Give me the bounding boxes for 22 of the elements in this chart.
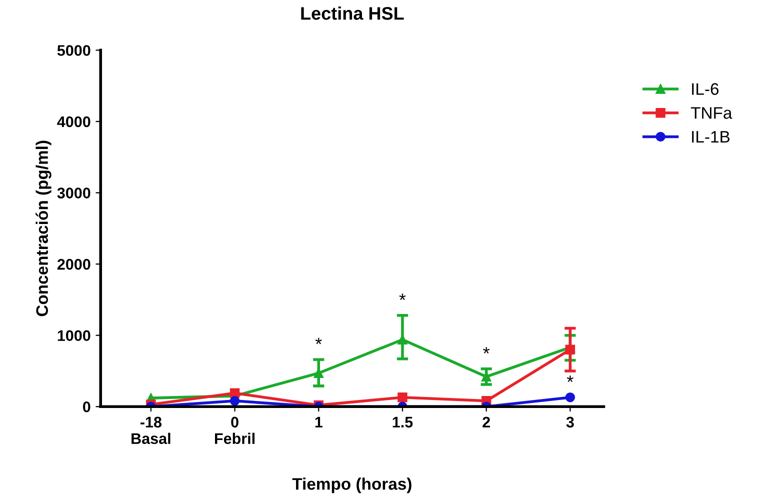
x-tick-label: 2: [482, 416, 490, 428]
y-tick-label: 1000: [58, 330, 90, 342]
annotation: *: [399, 294, 406, 300]
annotation: *: [483, 347, 490, 354]
legend-label: IL-1B: [692, 131, 730, 143]
x-axis-title: Tiempo (horas): [292, 478, 412, 494]
x-tick-label: 1.5: [392, 416, 413, 428]
x-tick-label: -18 Basal: [132, 416, 170, 444]
x-tick-label: 0 Febril: [215, 416, 254, 444]
x-tick-label: 3: [566, 416, 574, 428]
chart-title: Lectina HSL: [301, 6, 404, 20]
x-tick-label: 1: [315, 416, 322, 428]
y-axis-title: Concentración (pg/ml): [36, 140, 52, 316]
annotation: *: [315, 338, 322, 344]
annotation: *: [566, 376, 574, 382]
y-tick-label: 3000: [57, 188, 90, 198]
y-tick-label: 2000: [57, 258, 90, 270]
y-tick-label: 5000: [57, 45, 90, 56]
y-tick-label: 0: [83, 401, 90, 412]
legend-label: TNFa: [690, 107, 732, 119]
y-tick-label: 4000: [57, 116, 90, 128]
legend-label: IL-6: [692, 83, 719, 95]
